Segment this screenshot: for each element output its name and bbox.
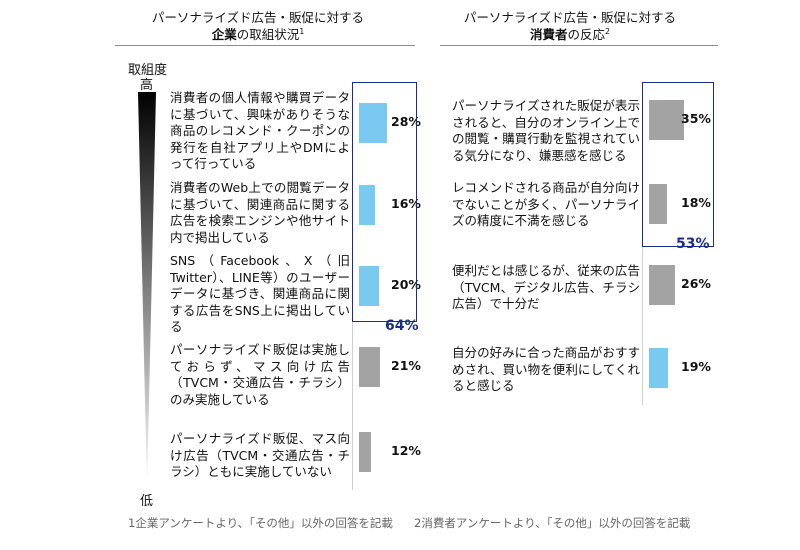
right-group-total: 53% xyxy=(676,236,710,252)
left-title-rest: の取組状況 xyxy=(236,27,300,42)
left-value-label-5: 12% xyxy=(391,443,421,458)
right-bar-4 xyxy=(649,348,668,388)
left-item-2-label: 消費者のWeb上での閲覧データに基づいて、関連商品に関する広告を検索エンジンや他… xyxy=(170,180,350,245)
right-title-line2: 消費者の反応2 xyxy=(440,26,700,43)
right-bar-3 xyxy=(649,265,675,305)
left-panel-title: パーソナライズド広告・販促に対する 企業の取組状況1 xyxy=(118,9,398,43)
right-title-note: 2 xyxy=(604,26,611,36)
axis-label: 取組度 xyxy=(128,63,168,78)
right-highlight-box xyxy=(642,82,714,247)
right-value-label-2: 18% xyxy=(681,195,711,210)
footnote-left: 1企業アンケートより、「その他」以外の回答を記載 xyxy=(128,516,393,530)
right-value-label-4: 19% xyxy=(681,359,711,374)
right-value-label-3: 26% xyxy=(681,276,711,291)
left-bar-1 xyxy=(359,103,387,143)
left-title-bold: 企業 xyxy=(211,27,237,42)
left-highlight-box xyxy=(352,82,417,322)
footnote-right: 2消費者アンケートより、「その他」以外の回答を記載 xyxy=(414,516,691,530)
right-item-1-label: パーソナライズされた販促が表示されると、自分のオンライン上での閲覧・購買行動を監… xyxy=(452,98,640,163)
right-title-bold: 消費者 xyxy=(529,27,568,42)
left-title-line2: 企業の取組状況1 xyxy=(118,26,398,43)
left-value-label-2: 16% xyxy=(391,196,421,211)
left-title-note: 1 xyxy=(299,26,305,36)
left-item-1-label: 消費者の個人情報や購買データに基づいて、興味がありそうな商品のレコメンド・クーポ… xyxy=(170,90,350,171)
engagement-gradient-arrow xyxy=(138,92,156,490)
left-bar-5 xyxy=(359,432,371,472)
left-value-label-4: 21% xyxy=(391,358,421,373)
right-title-line1: パーソナライズド広告・販促に対する xyxy=(463,10,677,25)
right-item-4-label: 自分の好みに合った商品がおすすめされ、買い物を便利にしてくれると感じる xyxy=(452,345,640,393)
left-header-rule xyxy=(115,45,415,46)
left-title-line1: パーソナライズド広告・販促に対する xyxy=(151,10,365,25)
left-bar-3 xyxy=(359,266,379,306)
left-item-5-label: パーソナライズド販促、マス向け広告（TVCM・交通広告・チラシ）ともに実施してい… xyxy=(170,431,350,479)
right-value-separator xyxy=(642,90,643,405)
right-item-2-label: レコメンドされる商品が自分向けでないことが多く、パーソナライズの精度に不満を感じ… xyxy=(452,180,640,228)
right-bar-1 xyxy=(649,100,684,140)
left-bar-2 xyxy=(359,185,375,225)
right-item-3-label: 便利だとは感じるが、従来の広告（TVCM、デジタル広告、チラシ広告）で十分だ xyxy=(452,263,640,311)
right-header-rule xyxy=(440,45,718,46)
right-value-label-1: 35% xyxy=(681,111,711,126)
axis-low-label: 低 xyxy=(140,494,154,509)
left-item-3-label: SNS（Facebook、X（旧Twitter）、LINE等）のユーザーデータに… xyxy=(170,253,350,334)
left-group-total: 64% xyxy=(385,318,419,334)
left-value-label-3: 20% xyxy=(391,277,421,292)
axis-high-label: 高 xyxy=(140,78,154,93)
left-item-4-label: パーソナライズド販促は実施しておらず、マス向け広告（TVCM・交通広告・チラシ）… xyxy=(170,342,350,407)
left-value-label-1: 28% xyxy=(391,114,421,129)
right-bar-2 xyxy=(649,184,667,224)
left-bar-4 xyxy=(359,347,380,387)
right-panel-title: パーソナライズド広告・販促に対する 消費者の反応2 xyxy=(440,9,700,43)
right-title-rest: の反応 xyxy=(567,27,605,42)
